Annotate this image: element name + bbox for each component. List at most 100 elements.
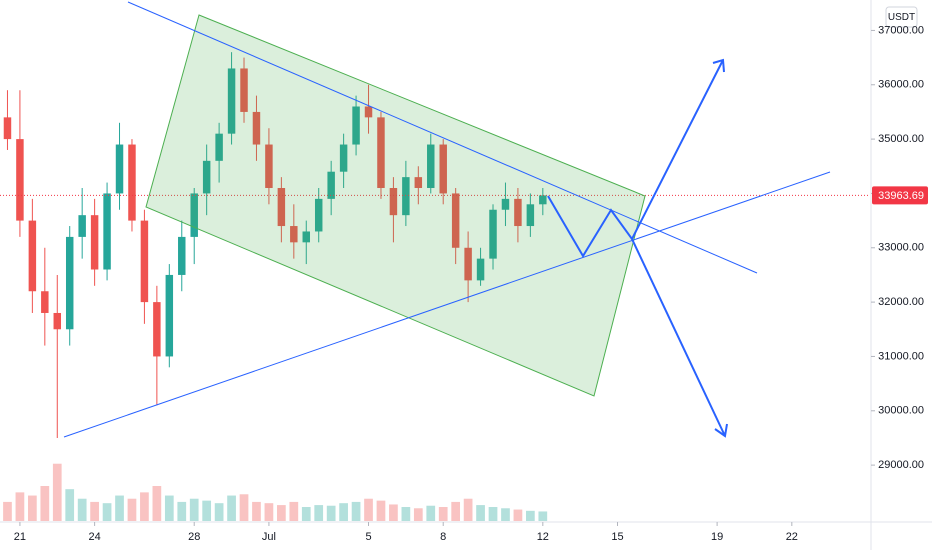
- y-tick-label: 35000.00: [878, 133, 924, 145]
- candle-body: [339, 144, 348, 172]
- candle-body: [352, 106, 360, 145]
- volume-bar: [28, 495, 37, 521]
- candle-body: [377, 117, 385, 189]
- arrow-head: [712, 58, 725, 73]
- y-tick-label: 32000.00: [878, 296, 924, 308]
- y-tick-label: 33000.00: [878, 242, 924, 254]
- projection-up: [547, 59, 724, 258]
- candle-body: [364, 106, 373, 118]
- y-tick-label: 30000.00: [878, 405, 924, 417]
- y-tick-label: 37000.00: [878, 24, 924, 36]
- unit-label: USDT: [888, 12, 915, 23]
- candle-body: [501, 198, 510, 210]
- candle-body: [277, 188, 286, 227]
- volume-bar: [326, 505, 336, 521]
- volume-bar: [102, 503, 112, 521]
- candle-body: [265, 144, 273, 189]
- candle-body: [65, 236, 74, 330]
- volume-bar: [339, 503, 348, 521]
- candle-body: [464, 247, 472, 281]
- unit-box[interactable]: [885, 6, 918, 28]
- candle-body: [314, 198, 323, 232]
- candle-body: [439, 144, 447, 194]
- candle-body: [16, 139, 24, 221]
- volume-bar: [164, 495, 174, 521]
- candle-body: [90, 215, 99, 270]
- volume-bar: [314, 505, 324, 521]
- volume-bar: [538, 511, 548, 521]
- volume-bar: [152, 486, 162, 521]
- candle-body: [476, 258, 485, 281]
- channel: [145, 14, 646, 397]
- candle-body: [215, 133, 223, 161]
- volume-bar: [3, 501, 12, 521]
- candle-body: [290, 226, 298, 243]
- volume-bar: [351, 501, 361, 521]
- trend-line: [63, 171, 831, 438]
- candle-body: [389, 188, 398, 216]
- candle-body: [28, 220, 37, 292]
- volume-bar: [364, 498, 373, 521]
- volume-bar: [214, 503, 224, 521]
- volume-bar: [401, 507, 411, 521]
- volume-bar: [277, 505, 286, 521]
- candle-body: [489, 209, 497, 259]
- candle-body: [190, 193, 198, 237]
- time-axis: [0, 522, 932, 550]
- volume-bar: [140, 492, 149, 521]
- volume-bar: [40, 486, 50, 521]
- arrow-head: [714, 423, 728, 438]
- candle-body: [128, 144, 136, 221]
- x-tick-label: 24: [88, 531, 100, 543]
- volume-bar: [488, 507, 498, 521]
- volume-bar: [227, 495, 236, 521]
- volume-bar: [90, 501, 99, 521]
- volume-bar: [264, 503, 274, 521]
- volume-bar: [15, 492, 25, 521]
- x-tick-label: 15: [611, 531, 623, 543]
- candle-body: [165, 274, 174, 357]
- x-tick-label: 5: [365, 531, 371, 543]
- x-tick-label: 8: [440, 531, 446, 543]
- candle-body: [240, 68, 248, 112]
- x-tick-label: 19: [711, 531, 723, 543]
- candle-body: [451, 193, 460, 248]
- candle-body: [53, 312, 62, 330]
- x-tick-label: 12: [537, 531, 549, 543]
- x-tick-label: Jul: [262, 531, 276, 543]
- volume-bar: [189, 498, 199, 521]
- y-tick-label: 36000.00: [878, 79, 924, 91]
- candle-body: [302, 231, 311, 243]
- candle-body: [227, 68, 236, 134]
- last-price-label: 33963.69: [878, 190, 924, 202]
- candle-body: [3, 117, 12, 140]
- volume-bar: [451, 501, 461, 521]
- axes: 29000.00 30000.00 31000.00 32000.00 33000.00…: [14, 24, 928, 543]
- volume-bar: [239, 494, 249, 521]
- volume-bar: [476, 505, 485, 521]
- volume-bar: [289, 501, 299, 521]
- candle-body: [153, 302, 161, 357]
- y-tick-label: 29000.00: [878, 459, 924, 471]
- candle-body: [414, 177, 423, 189]
- candle-body: [402, 177, 410, 216]
- volume-bar: [389, 504, 398, 521]
- volume-bar: [438, 507, 448, 521]
- volume-bar: [52, 463, 62, 521]
- volume-bar: [463, 498, 473, 521]
- candle-body: [41, 291, 49, 313]
- plot-area: [0, 52, 870, 521]
- volume-bar: [177, 501, 187, 521]
- volume-bar: [413, 508, 423, 521]
- candle-body: [78, 215, 86, 237]
- candle-body: [327, 171, 335, 199]
- candle-body: [140, 220, 149, 303]
- volume-bar: [252, 501, 261, 521]
- volume-bar: [376, 500, 386, 521]
- projection-down: [631, 238, 726, 437]
- candle-body: [427, 144, 435, 189]
- candle-body: [202, 160, 211, 194]
- volume-bar: [202, 500, 212, 521]
- volume-bar: [127, 498, 137, 521]
